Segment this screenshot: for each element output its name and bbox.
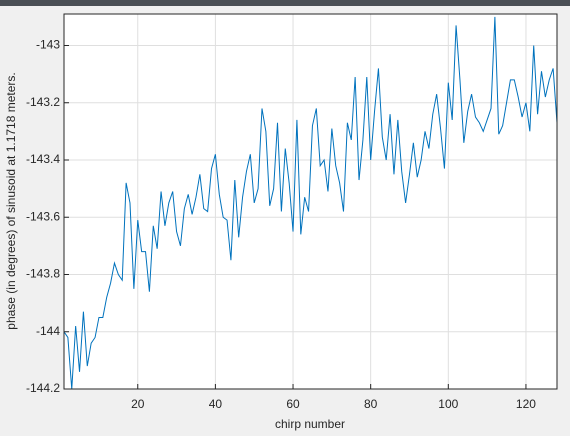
y-tick-label: -143.6 bbox=[26, 209, 60, 223]
x-tick-label: 80 bbox=[364, 397, 378, 411]
y-tick-label: -143.4 bbox=[26, 152, 60, 166]
y-tick-label: -144 bbox=[36, 324, 60, 338]
y-tick-label: -143 bbox=[36, 38, 60, 52]
x-tick-label: 120 bbox=[516, 397, 536, 411]
y-tick-label: -144.2 bbox=[26, 381, 60, 395]
x-axis-label: chirp number bbox=[275, 417, 345, 431]
axes-box bbox=[63, 13, 558, 390]
y-tick-label: -143.8 bbox=[26, 267, 60, 281]
plot-area bbox=[64, 14, 557, 389]
x-tick-label: 40 bbox=[209, 397, 223, 411]
x-tick-label: 20 bbox=[131, 397, 145, 411]
x-tick-label: 60 bbox=[286, 397, 300, 411]
data-line bbox=[63, 16, 558, 390]
window-bar bbox=[0, 0, 570, 6]
x-tick-label: 100 bbox=[438, 397, 458, 411]
y-tick-label: -143.2 bbox=[26, 95, 60, 109]
y-axis-label: phase (in degrees) of sinusoid at 1.1718… bbox=[4, 72, 18, 329]
